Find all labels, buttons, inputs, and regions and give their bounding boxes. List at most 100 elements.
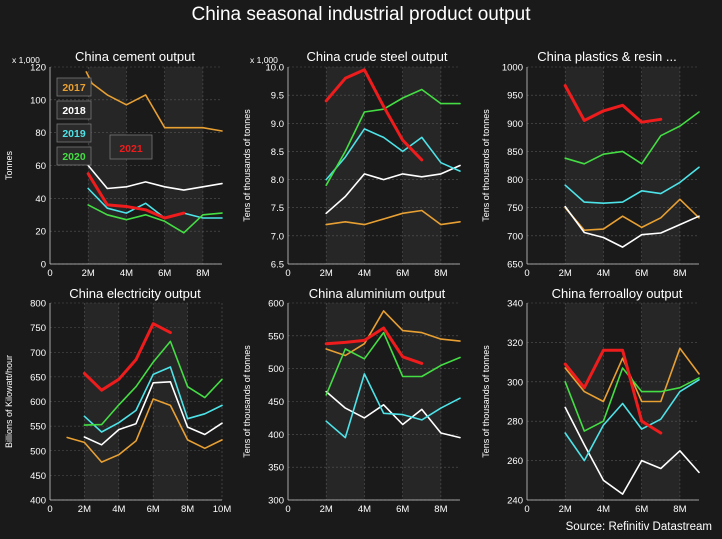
y-tick-label: 400: [30, 496, 46, 507]
x-tick-label: 2M: [559, 504, 572, 515]
plot-band: [84, 303, 119, 500]
series-line-2021: [86, 172, 186, 220]
y-tick-label: 450: [30, 471, 46, 482]
chart-title: China plastics & resin ...: [537, 49, 676, 64]
y-tick-label: 750: [30, 323, 46, 334]
x-tick-label: 6M: [635, 504, 648, 515]
y-tick-label: 450: [268, 397, 284, 408]
y-tick-label: 7.5: [271, 203, 284, 214]
y-tick-label: 40: [35, 194, 46, 205]
x-tick-label: 6M: [158, 268, 171, 279]
x-tick-label: 4M: [112, 504, 125, 515]
y-tick-label: 80: [35, 128, 46, 139]
x-tick-label: 8M: [434, 504, 447, 515]
y-tick-label: 650: [507, 260, 523, 271]
x-tick-label: 2M: [78, 504, 91, 515]
x-tick-label: 4M: [358, 268, 371, 279]
series-line-2017: [325, 209, 461, 226]
series-line-2018: [564, 406, 700, 495]
series-line-2017: [85, 71, 223, 132]
series-line-2017: [564, 198, 700, 231]
axis-multiplier: x 1,000: [12, 55, 40, 65]
x-tick-label: 6M: [147, 504, 160, 515]
chart-title: China aluminium output: [309, 286, 446, 301]
series-line-2020: [325, 88, 461, 186]
chart-title: China crude steel output: [307, 49, 448, 64]
chart-panel: 300 350 400 450 500 550 600 0 2M 4M 6M 8M China alum…: [242, 286, 461, 515]
plot-band: [641, 67, 680, 264]
x-tick-label: 2M: [82, 268, 95, 279]
y-tick-label: 850: [507, 147, 523, 158]
y-tick-label: 340: [507, 299, 523, 310]
series-line-2017: [325, 310, 461, 357]
y-tick-label: 600: [30, 397, 46, 408]
y-tick-label: 650: [30, 372, 46, 383]
y-tick-label: 550: [268, 331, 284, 342]
chart-panel: 650 700 750 800 850 900 950 1000 0 2M 4M 6M 8M China …: [481, 49, 700, 279]
chart-panel: 0 20 40 60 80 100 120 0 2M 4M 6M 8M China cement out…: [4, 49, 223, 279]
y-axis-label: Tens of thousands of tonnes: [242, 109, 252, 222]
series-line-2021: [324, 326, 424, 365]
x-tick-label: 2M: [320, 504, 333, 515]
series-line-2021: [563, 84, 663, 124]
y-tick-label: 350: [268, 463, 284, 474]
x-tick-label: 0: [524, 504, 529, 515]
x-tick-label: 2M: [320, 268, 333, 279]
y-tick-label: 700: [30, 348, 46, 359]
y-tick-label: 260: [507, 456, 523, 467]
series-line-2019: [83, 366, 223, 433]
y-tick-label: 7.0: [271, 231, 284, 242]
y-tick-label: 500: [30, 446, 46, 457]
y-tick-label: 280: [507, 417, 523, 428]
axis-multiplier: x 1,000: [250, 55, 278, 65]
x-tick-label: 0: [47, 504, 52, 515]
series-line-2021: [563, 348, 663, 435]
x-tick-label: 10M: [213, 504, 232, 515]
chart-title: China electricity output: [69, 286, 201, 301]
y-tick-label: 100: [30, 95, 46, 106]
y-axis-label: Tonnes: [4, 150, 14, 180]
y-tick-label: 750: [507, 203, 523, 214]
legend-box-2021: [109, 134, 153, 160]
y-tick-label: 400: [268, 430, 284, 441]
x-tick-label: 4M: [597, 268, 610, 279]
plot-band: [326, 67, 365, 264]
legend-box-2018: [56, 100, 92, 120]
y-tick-label: 1000: [502, 63, 523, 74]
y-tick-label: 300: [268, 496, 284, 507]
legend-label-2020: 2020: [62, 151, 86, 163]
y-tick-label: 600: [268, 299, 284, 310]
y-tick-label: 550: [30, 422, 46, 433]
y-tick-label: 700: [507, 231, 523, 242]
y-tick-label: 8.5: [271, 147, 284, 158]
x-tick-label: 0: [285, 268, 290, 279]
y-tick-label: 60: [35, 161, 46, 172]
series-line-2020: [83, 340, 223, 426]
y-tick-label: 9.0: [271, 119, 284, 130]
y-tick-label: 20: [35, 227, 46, 238]
series-line-2020: [325, 331, 461, 396]
y-tick-label: 0: [41, 260, 46, 271]
series-line-2020: [564, 111, 700, 165]
x-tick-label: 8M: [434, 268, 447, 279]
x-tick-label: 4M: [597, 504, 610, 515]
series-line-2019: [325, 373, 461, 439]
x-tick-label: 4M: [358, 504, 371, 515]
x-tick-label: 0: [524, 268, 529, 279]
legend-label-2019: 2019: [62, 128, 86, 140]
main-title: China seasonal industrial product output: [191, 4, 531, 25]
series-line-2021: [82, 322, 172, 392]
y-tick-label: 500: [268, 364, 284, 375]
x-tick-label: 6M: [635, 268, 648, 279]
series-line-2019: [564, 166, 700, 204]
legend-label-2017: 2017: [62, 82, 86, 94]
x-tick-label: 8M: [673, 268, 686, 279]
legend-label-2021: 2021: [119, 143, 143, 155]
series-line-2018: [87, 164, 223, 191]
chart-panel: 400 450 500 550 600 650 700 750 800 0 2M 4M 6M 8M 10M C…: [4, 286, 231, 515]
y-axis-label: Tens of thousands of tonnes: [242, 345, 252, 458]
y-tick-label: 8.0: [271, 175, 284, 186]
x-tick-label: 6M: [396, 268, 409, 279]
x-tick-label: 8M: [673, 504, 686, 515]
